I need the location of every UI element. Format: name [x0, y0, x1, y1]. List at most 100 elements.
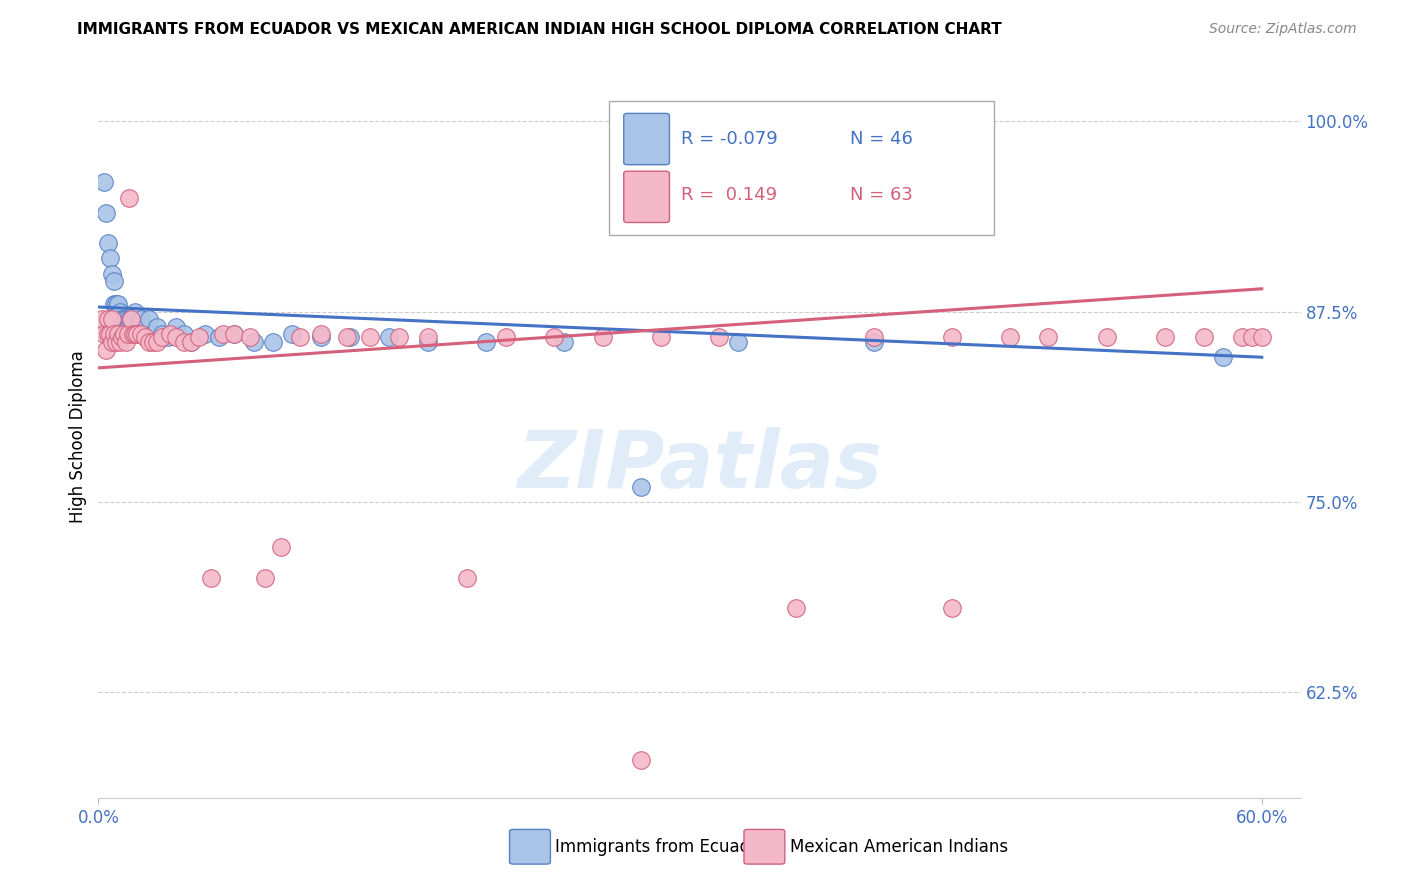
Point [120, 312, 142, 326]
Point [129, 327, 152, 342]
Point [416, 334, 439, 349]
FancyBboxPatch shape [624, 113, 669, 165]
Point [111, 330, 134, 344]
Text: Immigrants from Ecuador: Immigrants from Ecuador [555, 838, 768, 855]
Point [180, 334, 202, 349]
Point [242, 334, 264, 349]
Point [727, 334, 749, 349]
Point [124, 327, 146, 342]
Point [108, 334, 131, 349]
Point [134, 319, 156, 334]
Point [707, 330, 730, 344]
Point [211, 327, 233, 342]
Point [134, 330, 156, 344]
Point [104, 297, 127, 311]
Point [101, 312, 124, 326]
Point [117, 327, 139, 342]
Point [117, 319, 139, 334]
Point [592, 330, 614, 344]
Point [173, 327, 195, 342]
Point [112, 327, 135, 342]
Point [93, 175, 115, 189]
Point [1232, 330, 1254, 344]
Text: R = -0.079: R = -0.079 [682, 129, 778, 148]
Point [111, 312, 134, 326]
Text: Source: ZipAtlas.com: Source: ZipAtlas.com [1209, 22, 1357, 37]
Point [122, 327, 145, 342]
Point [495, 330, 517, 344]
Point [543, 330, 565, 344]
Point [93, 327, 115, 342]
Point [152, 330, 174, 344]
Point [159, 327, 181, 342]
Point [194, 327, 217, 342]
Point [630, 753, 652, 767]
Point [107, 297, 129, 311]
Point [142, 334, 165, 349]
Point [127, 319, 149, 334]
Text: ZIPatlas: ZIPatlas [517, 427, 882, 505]
Point [785, 601, 807, 615]
FancyBboxPatch shape [744, 830, 785, 864]
Point [129, 312, 152, 326]
Point [142, 327, 165, 342]
Point [103, 297, 125, 311]
Point [863, 334, 886, 349]
Point [224, 327, 246, 342]
Point [475, 334, 498, 349]
Y-axis label: High School Diploma: High School Diploma [69, 351, 87, 524]
Point [152, 327, 174, 342]
Point [1212, 350, 1234, 364]
Point [941, 601, 963, 615]
Point [118, 190, 141, 204]
Point [107, 312, 129, 326]
Point [1192, 330, 1215, 344]
Point [630, 479, 652, 493]
Point [339, 330, 361, 344]
Point [200, 571, 222, 585]
Point [165, 330, 187, 344]
Point [998, 330, 1021, 344]
Point [553, 334, 575, 349]
Point [107, 327, 129, 342]
Point [1038, 330, 1060, 344]
Point [120, 312, 142, 326]
Point [98, 327, 121, 342]
Point [270, 541, 292, 555]
Point [114, 334, 136, 349]
Point [378, 330, 401, 344]
Point [239, 330, 262, 344]
Point [863, 330, 886, 344]
Point [103, 327, 125, 342]
Point [941, 330, 963, 344]
Point [254, 571, 277, 585]
Point [456, 571, 478, 585]
Point [157, 330, 180, 344]
FancyBboxPatch shape [509, 830, 550, 864]
Point [1153, 330, 1175, 344]
Point [101, 334, 124, 349]
Point [650, 330, 672, 344]
Point [145, 319, 167, 334]
Point [1095, 330, 1118, 344]
Point [108, 304, 131, 318]
Point [281, 327, 304, 342]
Text: R =  0.149: R = 0.149 [682, 186, 778, 204]
Point [311, 330, 333, 344]
Text: Mexican American Indians: Mexican American Indians [790, 838, 1008, 855]
Point [388, 330, 411, 344]
Point [359, 330, 381, 344]
FancyBboxPatch shape [609, 101, 994, 235]
Point [97, 236, 120, 251]
Point [138, 312, 160, 326]
Point [96, 205, 118, 219]
Point [1241, 330, 1264, 344]
Point [224, 327, 246, 342]
Point [124, 304, 146, 318]
Point [96, 343, 118, 357]
Point [188, 330, 211, 344]
Point [208, 330, 231, 344]
Point [416, 330, 439, 344]
Point [118, 312, 141, 326]
FancyBboxPatch shape [624, 171, 669, 222]
